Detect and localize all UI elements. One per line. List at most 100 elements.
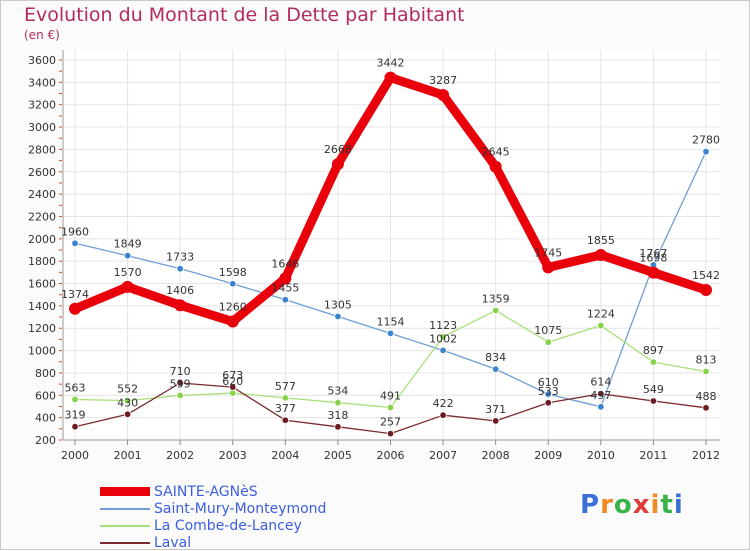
data-label-sainte-agn-s: 1542 (692, 269, 720, 282)
data-point-laval (702, 404, 710, 412)
x-tick-label: 2000 (61, 449, 89, 462)
x-tick-label: 2001 (114, 449, 142, 462)
legend-label: La Combe-de-Lancey (154, 517, 302, 534)
data-label-sainte-agn-s: 2668 (324, 143, 352, 156)
data-point-la-combe-de-lancey (597, 321, 605, 330)
logo-letter: P (580, 490, 601, 520)
data-label-sainte-agn-s: 3442 (377, 57, 405, 70)
data-label-saint-mury-monteymond: 1455 (271, 282, 299, 295)
proxiti-logo: Proxiti (580, 490, 684, 520)
legend-swatch (100, 524, 150, 527)
data-point-laval (439, 411, 447, 419)
data-label-sainte-agn-s: 1374 (61, 288, 89, 301)
data-label-saint-mury-monteymond: 1849 (114, 238, 142, 251)
data-point-la-combe-de-lancey (702, 367, 710, 376)
chart-title: Evolution du Montant de la Dette par Hab… (24, 4, 465, 26)
y-tick-label: 800 (35, 367, 56, 380)
data-label-laval: 319 (65, 409, 86, 422)
data-label-laval: 371 (485, 403, 506, 416)
x-tick-label: 2007 (429, 449, 457, 462)
y-tick-label: 2600 (28, 166, 56, 179)
logo-letter: x (632, 490, 651, 520)
data-label-la-combe-de-lancey: 534 (327, 385, 348, 398)
data-point-saint-mury-monteymond (597, 403, 605, 411)
data-label-laval: 377 (275, 402, 296, 415)
data-point-saint-mury-monteymond (229, 280, 237, 288)
data-point-sainte-agn-s (279, 272, 292, 285)
data-label-laval: 422 (433, 397, 454, 410)
data-label-laval: 673 (222, 369, 243, 382)
data-point-laval (544, 399, 552, 407)
data-label-la-combe-de-lancey: 813 (696, 353, 717, 366)
data-point-laval (229, 383, 237, 391)
data-point-laval (386, 429, 395, 438)
data-label-la-combe-de-lancey: 1359 (482, 292, 510, 305)
data-point-saint-mury-monteymond (491, 365, 500, 373)
y-tick-label: 1400 (28, 300, 56, 313)
data-point-sainte-agn-s (594, 249, 607, 262)
x-tick-label: 2012 (692, 449, 720, 462)
data-label-saint-mury-monteymond: 1598 (219, 266, 247, 279)
data-label-saint-mury-monteymond: 2780 (692, 134, 720, 147)
data-point-laval (491, 417, 500, 425)
data-label-saint-mury-monteymond: 834 (485, 351, 506, 364)
data-label-saint-mury-monteymond: 1767 (639, 247, 667, 260)
data-point-saint-mury-monteymond (71, 239, 79, 247)
x-tick-label: 2009 (534, 449, 562, 462)
legend-swatch (100, 541, 150, 544)
data-point-sainte-agn-s (331, 158, 344, 171)
data-label-sainte-agn-s: 1698 (639, 252, 667, 265)
data-label-la-combe-de-lancey: 897 (643, 344, 664, 357)
chart-subtitle: (en €) (24, 28, 60, 42)
data-label-laval: 257 (380, 416, 401, 429)
legend-swatch (100, 487, 150, 496)
data-point-la-combe-de-lancey (71, 395, 79, 404)
data-label-laval: 318 (327, 409, 348, 422)
data-point-la-combe-de-lancey (439, 333, 447, 341)
data-label-la-combe-de-lancey: 1075 (534, 324, 562, 337)
x-tick-label: 2003 (219, 449, 247, 462)
y-tick-label: 3600 (28, 54, 56, 67)
data-label-sainte-agn-s: 1855 (587, 234, 615, 247)
y-tick-label: 3200 (28, 99, 56, 112)
data-label-la-combe-de-lancey: 491 (380, 389, 401, 402)
data-point-la-combe-de-lancey (491, 306, 500, 315)
data-label-laval: 549 (643, 383, 664, 396)
data-point-saint-mury-monteymond (439, 346, 447, 355)
x-tick-label: 2005 (324, 449, 352, 462)
data-point-saint-mury-monteymond (281, 296, 290, 304)
data-point-laval (649, 397, 658, 405)
y-tick-label: 1600 (28, 278, 56, 291)
data-point-laval (281, 416, 290, 424)
data-label-laval: 533 (538, 385, 559, 398)
data-label-la-combe-de-lancey: 577 (275, 380, 296, 393)
logo-letter: i (650, 490, 661, 520)
data-label-laval: 710 (170, 365, 191, 378)
x-tick-label: 2004 (271, 449, 299, 462)
data-label-saint-mury-monteymond: 1305 (324, 299, 352, 312)
data-label-sainte-agn-s: 1646 (271, 257, 299, 270)
data-label-sainte-agn-s: 3287 (429, 74, 457, 87)
data-point-la-combe-de-lancey (649, 358, 658, 366)
data-point-laval (597, 390, 605, 398)
data-point-sainte-agn-s (542, 261, 555, 274)
data-point-saint-mury-monteymond (334, 312, 342, 321)
data-point-saint-mury-monteymond (544, 390, 552, 398)
logo-letter: t (660, 490, 674, 520)
data-point-sainte-agn-s (700, 284, 712, 297)
data-point-saint-mury-monteymond (386, 329, 395, 338)
data-label-saint-mury-monteymond: 1154 (377, 315, 405, 328)
legend-label: Saint-Mury-Monteymond (154, 500, 327, 517)
data-label-la-combe-de-lancey: 599 (170, 377, 191, 390)
logo-letter: i (673, 490, 684, 520)
y-tick-label: 3400 (28, 76, 56, 89)
data-point-saint-mury-monteymond (123, 251, 132, 260)
data-point-sainte-agn-s (489, 160, 502, 173)
data-label-sainte-agn-s: 1260 (219, 301, 247, 314)
y-tick-label: 1200 (28, 322, 56, 335)
data-label-la-combe-de-lancey: 563 (65, 381, 86, 394)
y-tick-label: 1000 (28, 345, 56, 358)
x-tick-label: 2006 (377, 449, 405, 462)
y-tick-label: 2000 (28, 233, 56, 246)
